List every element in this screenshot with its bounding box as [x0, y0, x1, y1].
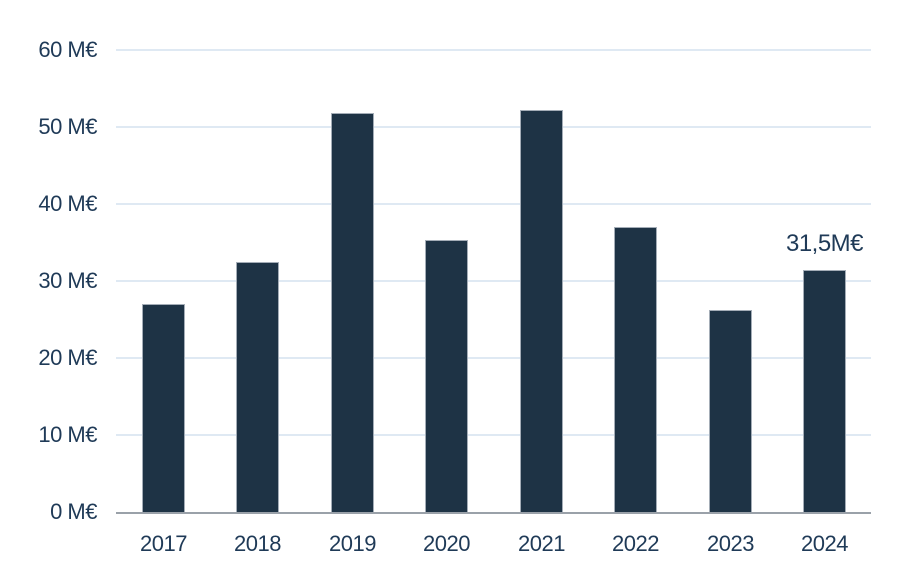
y-axis-label: 20 M€ — [38, 345, 97, 370]
y-axis-label: 30 M€ — [38, 268, 97, 293]
bar-2020 — [425, 240, 468, 513]
bar-2019 — [331, 113, 374, 513]
y-axis-label: 10 M€ — [38, 422, 97, 447]
bar-2024 — [803, 270, 846, 513]
y-axis-label: 40 M€ — [38, 191, 97, 216]
gridline-50 — [116, 126, 871, 128]
y-axis-label: 50 M€ — [38, 114, 97, 139]
y-axis-label: 0 M€ — [50, 499, 97, 524]
y-axis-label: 60 M€ — [38, 37, 97, 62]
bar-2017 — [142, 304, 185, 513]
bar-2022 — [614, 227, 657, 513]
x-axis-label-2019: 2019 — [329, 531, 376, 556]
x-axis-label-2024: 2024 — [801, 531, 848, 556]
bar-2023 — [709, 310, 752, 513]
x-axis-label-2023: 2023 — [707, 531, 754, 556]
x-axis-line — [116, 512, 871, 514]
x-axis-label-2018: 2018 — [234, 531, 281, 556]
x-axis-label-2020: 2020 — [423, 531, 470, 556]
gridline-40 — [116, 203, 871, 205]
gridline-60 — [116, 49, 871, 51]
x-axis-label-2022: 2022 — [612, 531, 659, 556]
bar-2018 — [236, 262, 279, 513]
data-label-2024: 31,5M€ — [785, 230, 864, 257]
x-axis-label-2021: 2021 — [518, 531, 565, 556]
gridline-10 — [116, 434, 871, 436]
gridline-20 — [116, 357, 871, 359]
x-axis-label-2017: 2017 — [140, 531, 187, 556]
bar-2021 — [520, 110, 563, 513]
gridline-30 — [116, 280, 871, 282]
